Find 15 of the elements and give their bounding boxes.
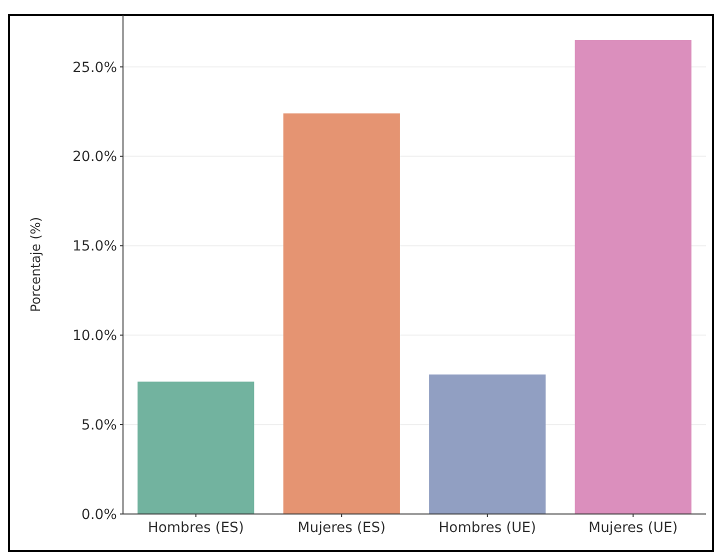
x-tick-label: Mujeres (UE) bbox=[588, 520, 678, 536]
y-tick-label: 25.0% bbox=[72, 60, 117, 76]
y-tick-label: 10.0% bbox=[72, 328, 117, 344]
bar bbox=[429, 374, 546, 514]
y-axis-title: Porcentaje (%) bbox=[29, 216, 44, 312]
y-tick-label: 20.0% bbox=[72, 149, 117, 166]
y-tick-label: 0.0% bbox=[81, 506, 117, 523]
x-tick-label: Hombres (ES) bbox=[148, 520, 244, 536]
y-tick-label: 15.0% bbox=[72, 238, 117, 255]
bar bbox=[574, 40, 692, 514]
bar bbox=[283, 113, 400, 514]
x-tick-label: Mujeres (ES) bbox=[298, 520, 386, 536]
x-tick-label: Hombres (UE) bbox=[438, 520, 536, 536]
bar bbox=[138, 382, 254, 514]
y-tick-label: 5.0% bbox=[81, 417, 117, 434]
